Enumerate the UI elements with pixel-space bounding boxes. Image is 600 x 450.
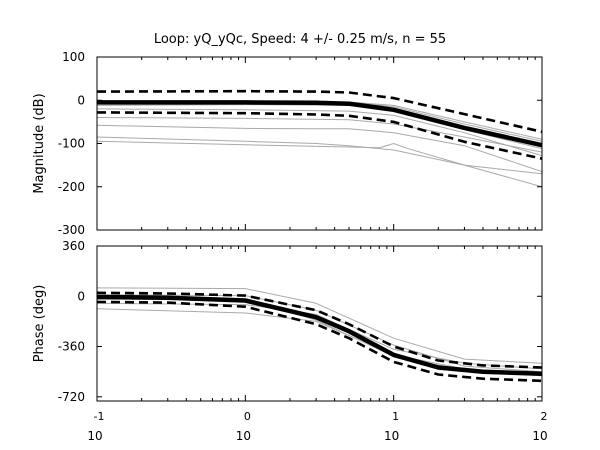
magnitude-axes: -300 -200 -100 0 100 Magnitude (dB): [32, 50, 543, 237]
magnitude-series-lower-bound-2: [97, 111, 542, 160]
phase-xtick-label-exponent: 1: [392, 410, 399, 423]
phase-series-upper-bound-1: [97, 291, 542, 369]
phase-frame: [96, 245, 543, 402]
phase-series-sample-3: [97, 287, 542, 364]
magnitude-series-sample-7: [97, 124, 542, 173]
phase-ytick-label: 360: [62, 239, 85, 253]
magnitude-plot-area: [97, 89, 542, 188]
magnitude-ytick-label: 0: [77, 93, 85, 107]
magnitude-ytick-label: 100: [62, 50, 85, 64]
phase-ytick-label: -720: [58, 390, 85, 404]
magnitude-ytick-label: -200: [58, 180, 85, 194]
magnitude-ytick-label: -300: [58, 223, 85, 237]
magnitude-series-upper-bound-1: [97, 89, 542, 134]
phase-xtick-label-exponent: -1: [94, 410, 105, 423]
phase-ytick-label: -360: [58, 340, 85, 354]
phase-series-mean-0: [97, 294, 542, 377]
phase-plot-area: [97, 287, 542, 383]
phase-axes: -720 -360 0 360 Phase (deg) 10 -1 10 0 10 1 10 2: [32, 239, 548, 443]
phase-ylabel: Phase (deg): [32, 285, 47, 363]
figure-title: Loop: yQ_yQc, Speed: 4 +/- 0.25 m/s, n =…: [154, 32, 446, 47]
phase-xtick-label-exponent: 0: [244, 410, 251, 423]
phase-series-lower-bound-2: [97, 300, 542, 383]
phase-xtick-label-base: 10: [236, 429, 251, 443]
phase-ytick-label: 0: [77, 289, 85, 303]
magnitude-series-mean-0: [97, 100, 542, 148]
magnitude-series-sample-10: [97, 108, 542, 157]
phase-xtick-label-exponent: 2: [541, 410, 548, 423]
phase-xtick-label-base: 10: [532, 429, 547, 443]
magnitude-series-sample-9: [97, 140, 542, 175]
phase-series-sample-6: [97, 294, 542, 373]
magnitude-ytick-label: -100: [58, 137, 85, 151]
magnitude-series-sample-6: [97, 117, 542, 153]
phase-xtick-label-base: 10: [87, 429, 102, 443]
phase-xtick-label-base: 10: [384, 429, 399, 443]
magnitude-ylabel: Magnitude (dB): [32, 93, 47, 193]
